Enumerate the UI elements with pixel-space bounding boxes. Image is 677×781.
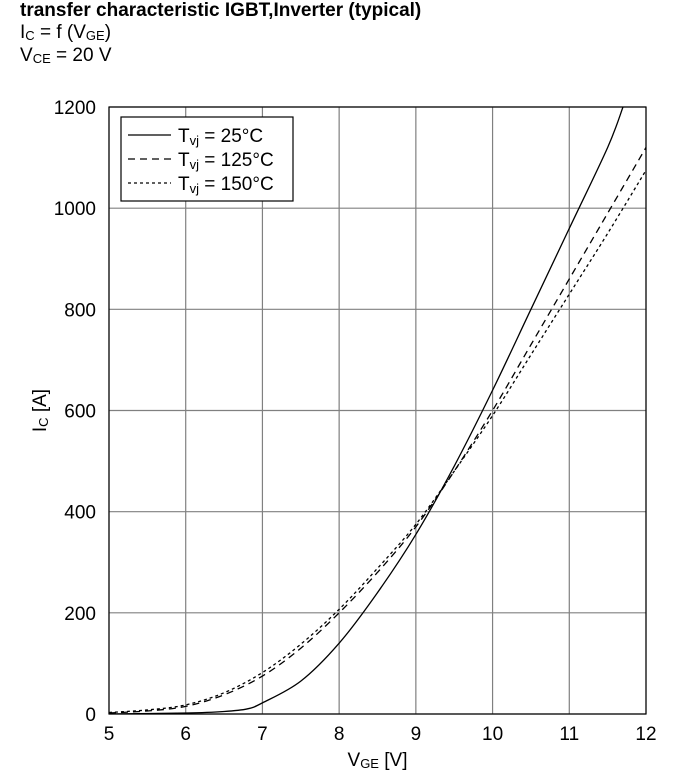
condition-value: = 20 V — [50, 45, 112, 66]
y-tick-label: 600 — [64, 402, 96, 423]
legend-label-sub: vj — [190, 157, 200, 172]
condition-v: V — [20, 45, 33, 66]
y-tick-label: 1000 — [54, 199, 96, 220]
legend-label-sub: vj — [190, 133, 200, 148]
x-tick-label: 11 — [559, 724, 579, 745]
legend-label-main: T — [178, 126, 190, 147]
series-line-1 — [109, 107, 624, 714]
x-tick-label: 12 — [635, 724, 656, 745]
subtitle-i: I — [20, 22, 26, 43]
x-axis-label-main: V — [348, 750, 361, 771]
legend-label-rest: = 150°C — [199, 174, 274, 195]
series-line-3 — [109, 169, 646, 714]
chart-subtitle-condition: VCE = 20 V — [20, 45, 112, 67]
y-axis-label-unit: [A] — [30, 389, 51, 418]
x-tick-label: 10 — [482, 724, 503, 745]
x-axis-label: VGE [V] — [348, 750, 408, 771]
legend-label-sub: vj — [190, 181, 200, 196]
x-tick-label: 8 — [334, 724, 345, 745]
y-axis-label: IC [A] — [30, 389, 51, 432]
chart-title: transfer characteristic IGBT,Inverter (t… — [20, 0, 422, 21]
legend-box — [120, 116, 294, 202]
y-tick-label: 0 — [85, 705, 96, 726]
condition-v-sub: CE — [32, 51, 51, 66]
y-tick-label: 800 — [64, 300, 96, 321]
legend-label-main: T — [178, 150, 190, 171]
legend-label-1: Tvj = 25°C — [178, 126, 263, 148]
legend-label-rest: = 125°C — [199, 150, 274, 171]
subtitle-end: ) — [104, 22, 112, 43]
legend-label-main: T — [178, 174, 190, 195]
legend-label-rest: = 25°C — [199, 126, 263, 147]
legend-label-3: Tvj = 150°C — [178, 174, 274, 196]
plot-frame — [108, 106, 647, 715]
y-axis-label-sub: C — [36, 417, 51, 426]
x-tick-label: 6 — [180, 724, 191, 745]
y-axis-label-main: I — [30, 427, 51, 432]
y-tick-label: 200 — [64, 604, 96, 625]
series-line-2 — [109, 147, 646, 714]
y-tick-label: 400 — [64, 503, 96, 524]
x-axis-label-sub: GE — [360, 756, 379, 771]
series-lines — [109, 107, 646, 714]
subtitle-i-sub: C — [25, 28, 35, 43]
chart-subtitle-function: IC = f (VGE) — [20, 22, 111, 44]
subtitle-mid: = f (V — [34, 22, 86, 43]
tick-labels: 5 6 7 8 9 10 11 12 0 200 400 600 800 1000 1200 — [54, 98, 657, 745]
x-axis-label-unit: [V] — [379, 750, 408, 771]
legend-label-2: Tvj = 125°C — [178, 150, 274, 172]
x-tick-label: 5 — [104, 724, 115, 745]
x-tick-label: 7 — [257, 724, 268, 745]
subtitle-vge-sub: GE — [85, 28, 105, 43]
y-tick-label: 1200 — [54, 98, 96, 119]
x-tick-label: 9 — [411, 724, 422, 745]
